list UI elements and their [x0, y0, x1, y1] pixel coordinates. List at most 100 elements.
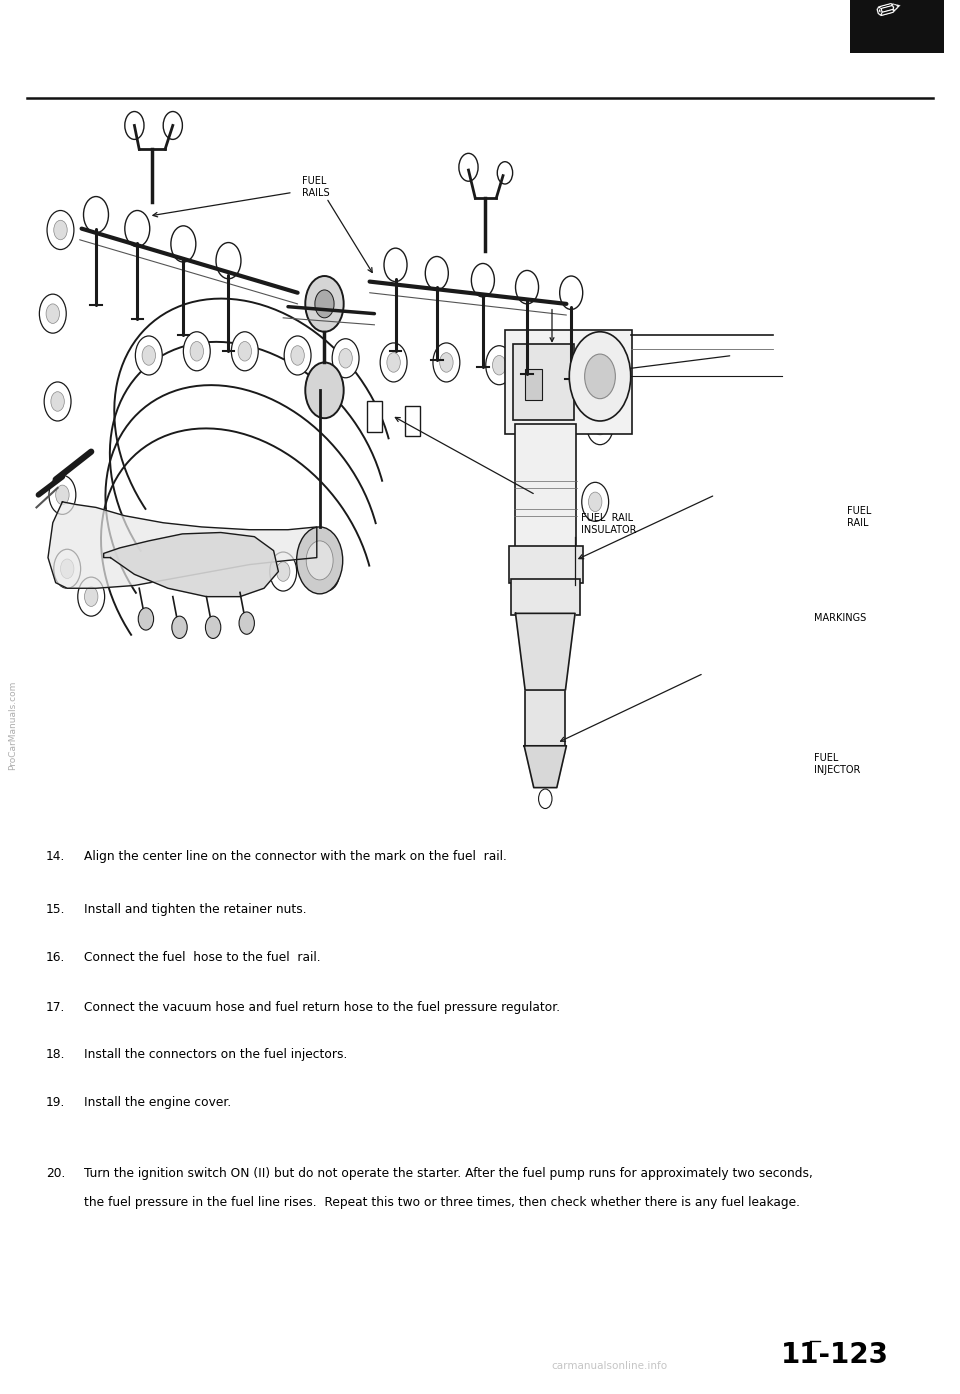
Circle shape — [183, 332, 210, 371]
Circle shape — [582, 482, 609, 521]
Text: MARKINGS: MARKINGS — [814, 612, 866, 623]
Text: 18.: 18. — [46, 1048, 65, 1061]
Circle shape — [125, 112, 144, 139]
Circle shape — [425, 256, 448, 290]
Polygon shape — [104, 533, 278, 597]
Bar — [850, 0, 944, 53]
Circle shape — [138, 608, 154, 630]
Text: 17.: 17. — [46, 1001, 65, 1013]
Circle shape — [84, 587, 98, 606]
Circle shape — [276, 562, 290, 581]
FancyBboxPatch shape — [515, 424, 576, 552]
Text: FUEL
INJECTOR: FUEL INJECTOR — [814, 753, 860, 775]
Circle shape — [135, 336, 162, 375]
Circle shape — [587, 406, 613, 445]
Circle shape — [380, 343, 407, 382]
Text: FUEL
RAIL: FUEL RAIL — [847, 506, 871, 528]
Text: Connect the fuel  hose to the fuel  rail.: Connect the fuel hose to the fuel rail. — [84, 951, 321, 963]
Circle shape — [577, 348, 604, 388]
Text: Connect the vacuum hose and fuel return hose to the fuel pressure regulator.: Connect the vacuum hose and fuel return … — [84, 1001, 561, 1013]
Text: carmanualsonline.info: carmanualsonline.info — [552, 1361, 667, 1372]
Circle shape — [540, 357, 554, 376]
Circle shape — [239, 612, 254, 634]
Text: 19.: 19. — [46, 1096, 65, 1108]
Circle shape — [51, 392, 64, 411]
Polygon shape — [48, 502, 317, 588]
Circle shape — [593, 415, 607, 435]
Circle shape — [486, 346, 513, 385]
Circle shape — [47, 210, 74, 250]
FancyBboxPatch shape — [513, 344, 574, 420]
Circle shape — [305, 276, 344, 332]
Circle shape — [78, 577, 105, 616]
Circle shape — [44, 382, 71, 421]
Circle shape — [190, 342, 204, 361]
FancyBboxPatch shape — [511, 579, 580, 615]
Circle shape — [588, 492, 602, 512]
Circle shape — [569, 332, 631, 421]
Circle shape — [163, 112, 182, 139]
Circle shape — [291, 346, 304, 365]
Circle shape — [534, 347, 561, 386]
Circle shape — [270, 552, 297, 591]
Text: Install the engine cover.: Install the engine cover. — [84, 1096, 231, 1108]
Circle shape — [172, 616, 187, 638]
Circle shape — [60, 559, 74, 579]
Circle shape — [84, 197, 108, 233]
Circle shape — [238, 342, 252, 361]
Circle shape — [54, 220, 67, 240]
Circle shape — [297, 527, 343, 594]
Circle shape — [492, 355, 506, 375]
Circle shape — [433, 343, 460, 382]
Circle shape — [539, 789, 552, 809]
Text: FUEL
RAILS: FUEL RAILS — [302, 176, 330, 198]
Circle shape — [54, 549, 81, 588]
Text: ✏: ✏ — [873, 0, 905, 28]
Bar — [525, 369, 542, 400]
Text: 11-123: 11-123 — [781, 1341, 889, 1369]
Circle shape — [49, 475, 76, 514]
Circle shape — [305, 362, 344, 418]
Text: Install the connectors on the fuel injectors.: Install the connectors on the fuel injec… — [84, 1048, 348, 1061]
Text: Align the center line on the connector with the mark on the fuel  rail.: Align the center line on the connector w… — [84, 850, 507, 863]
Text: 15.: 15. — [46, 903, 65, 916]
Circle shape — [284, 336, 311, 375]
Circle shape — [231, 332, 258, 371]
Text: Install and tighten the retainer nuts.: Install and tighten the retainer nuts. — [84, 903, 307, 916]
Circle shape — [516, 270, 539, 304]
Circle shape — [315, 290, 334, 318]
Circle shape — [313, 552, 340, 591]
Text: 14.: 14. — [46, 850, 65, 863]
Text: ProCarManuals.com: ProCarManuals.com — [8, 680, 17, 769]
Circle shape — [320, 562, 333, 581]
Circle shape — [216, 243, 241, 279]
Text: FUEL  RAIL
INSULATOR: FUEL RAIL INSULATOR — [581, 513, 636, 535]
Circle shape — [384, 248, 407, 282]
Circle shape — [142, 346, 156, 365]
Circle shape — [339, 348, 352, 368]
Polygon shape — [524, 746, 566, 788]
Circle shape — [39, 294, 66, 333]
Circle shape — [125, 210, 150, 247]
FancyBboxPatch shape — [525, 686, 565, 747]
Circle shape — [585, 354, 615, 399]
Circle shape — [205, 616, 221, 638]
Circle shape — [387, 353, 400, 372]
Text: Turn the ignition switch ON (II) but do not operate the starter. After the fuel : Turn the ignition switch ON (II) but do … — [84, 1167, 813, 1179]
FancyBboxPatch shape — [505, 330, 632, 434]
Circle shape — [440, 353, 453, 372]
FancyBboxPatch shape — [509, 546, 583, 583]
Circle shape — [171, 226, 196, 262]
Circle shape — [332, 339, 359, 378]
Polygon shape — [516, 613, 575, 690]
Bar — [405, 406, 420, 436]
Circle shape — [459, 153, 478, 181]
Text: the fuel pressure in the fuel line rises.  Repeat this two or three times, then : the fuel pressure in the fuel line rises… — [84, 1196, 801, 1209]
Circle shape — [56, 485, 69, 505]
Circle shape — [46, 304, 60, 323]
Circle shape — [306, 541, 333, 580]
Text: 16.: 16. — [46, 951, 65, 963]
Text: 20.: 20. — [46, 1167, 65, 1179]
Circle shape — [560, 276, 583, 309]
Circle shape — [471, 263, 494, 297]
